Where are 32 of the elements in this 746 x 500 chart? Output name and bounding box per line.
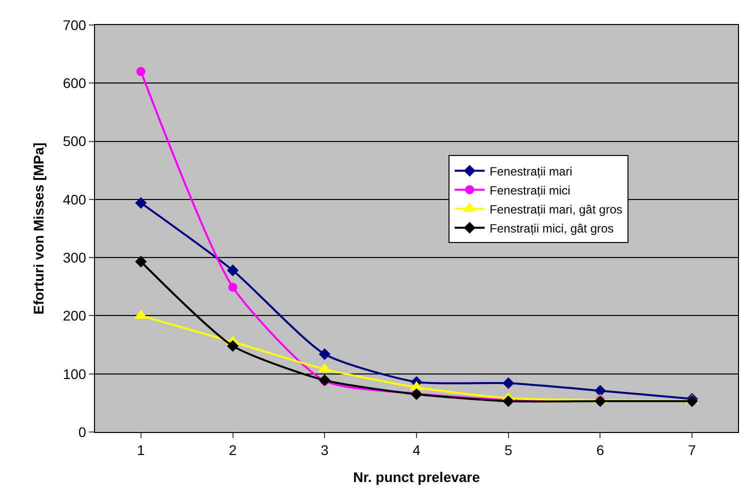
x-tick-label: 4 — [412, 442, 421, 458]
point — [228, 282, 238, 292]
x-tick-label: 7 — [688, 442, 696, 458]
x-axis-title: Nr. punct prelevare — [353, 469, 480, 486]
y-tick-label: 300 — [62, 249, 86, 266]
x-tick-label: 5 — [504, 442, 512, 458]
legend-label: Fenestrații mici — [490, 183, 570, 198]
point — [318, 348, 330, 360]
point — [135, 197, 147, 209]
x-tick-label: 2 — [228, 442, 237, 458]
point — [594, 395, 606, 408]
y-tick-label: 200 — [62, 308, 86, 324]
point — [136, 67, 146, 76]
x-tick-label: 1 — [137, 442, 146, 458]
y-tick-label: 400 — [62, 191, 86, 208]
y-tick-label: 600 — [62, 75, 86, 92]
y-tick-label: 700 — [62, 16, 86, 33]
point — [502, 395, 514, 408]
point — [226, 264, 239, 276]
point — [135, 256, 147, 268]
y-tick-label: 500 — [62, 133, 86, 150]
y-tick-label: 100 — [62, 366, 86, 382]
x-tick-label: 6 — [596, 442, 604, 458]
x-tick-label: 3 — [320, 442, 329, 458]
y-tick-label: 0 — [78, 424, 86, 440]
point — [226, 340, 239, 352]
y-axis-title: Eforturi von Misses [MPa] — [30, 142, 46, 314]
legend-label: Fenestrații mari, gât gros — [490, 202, 622, 216]
point — [594, 384, 606, 397]
legend-label: Fenstrații mici, gât gros — [490, 221, 614, 236]
point — [502, 377, 514, 390]
legend-label: Fenestrații mari — [490, 164, 572, 178]
